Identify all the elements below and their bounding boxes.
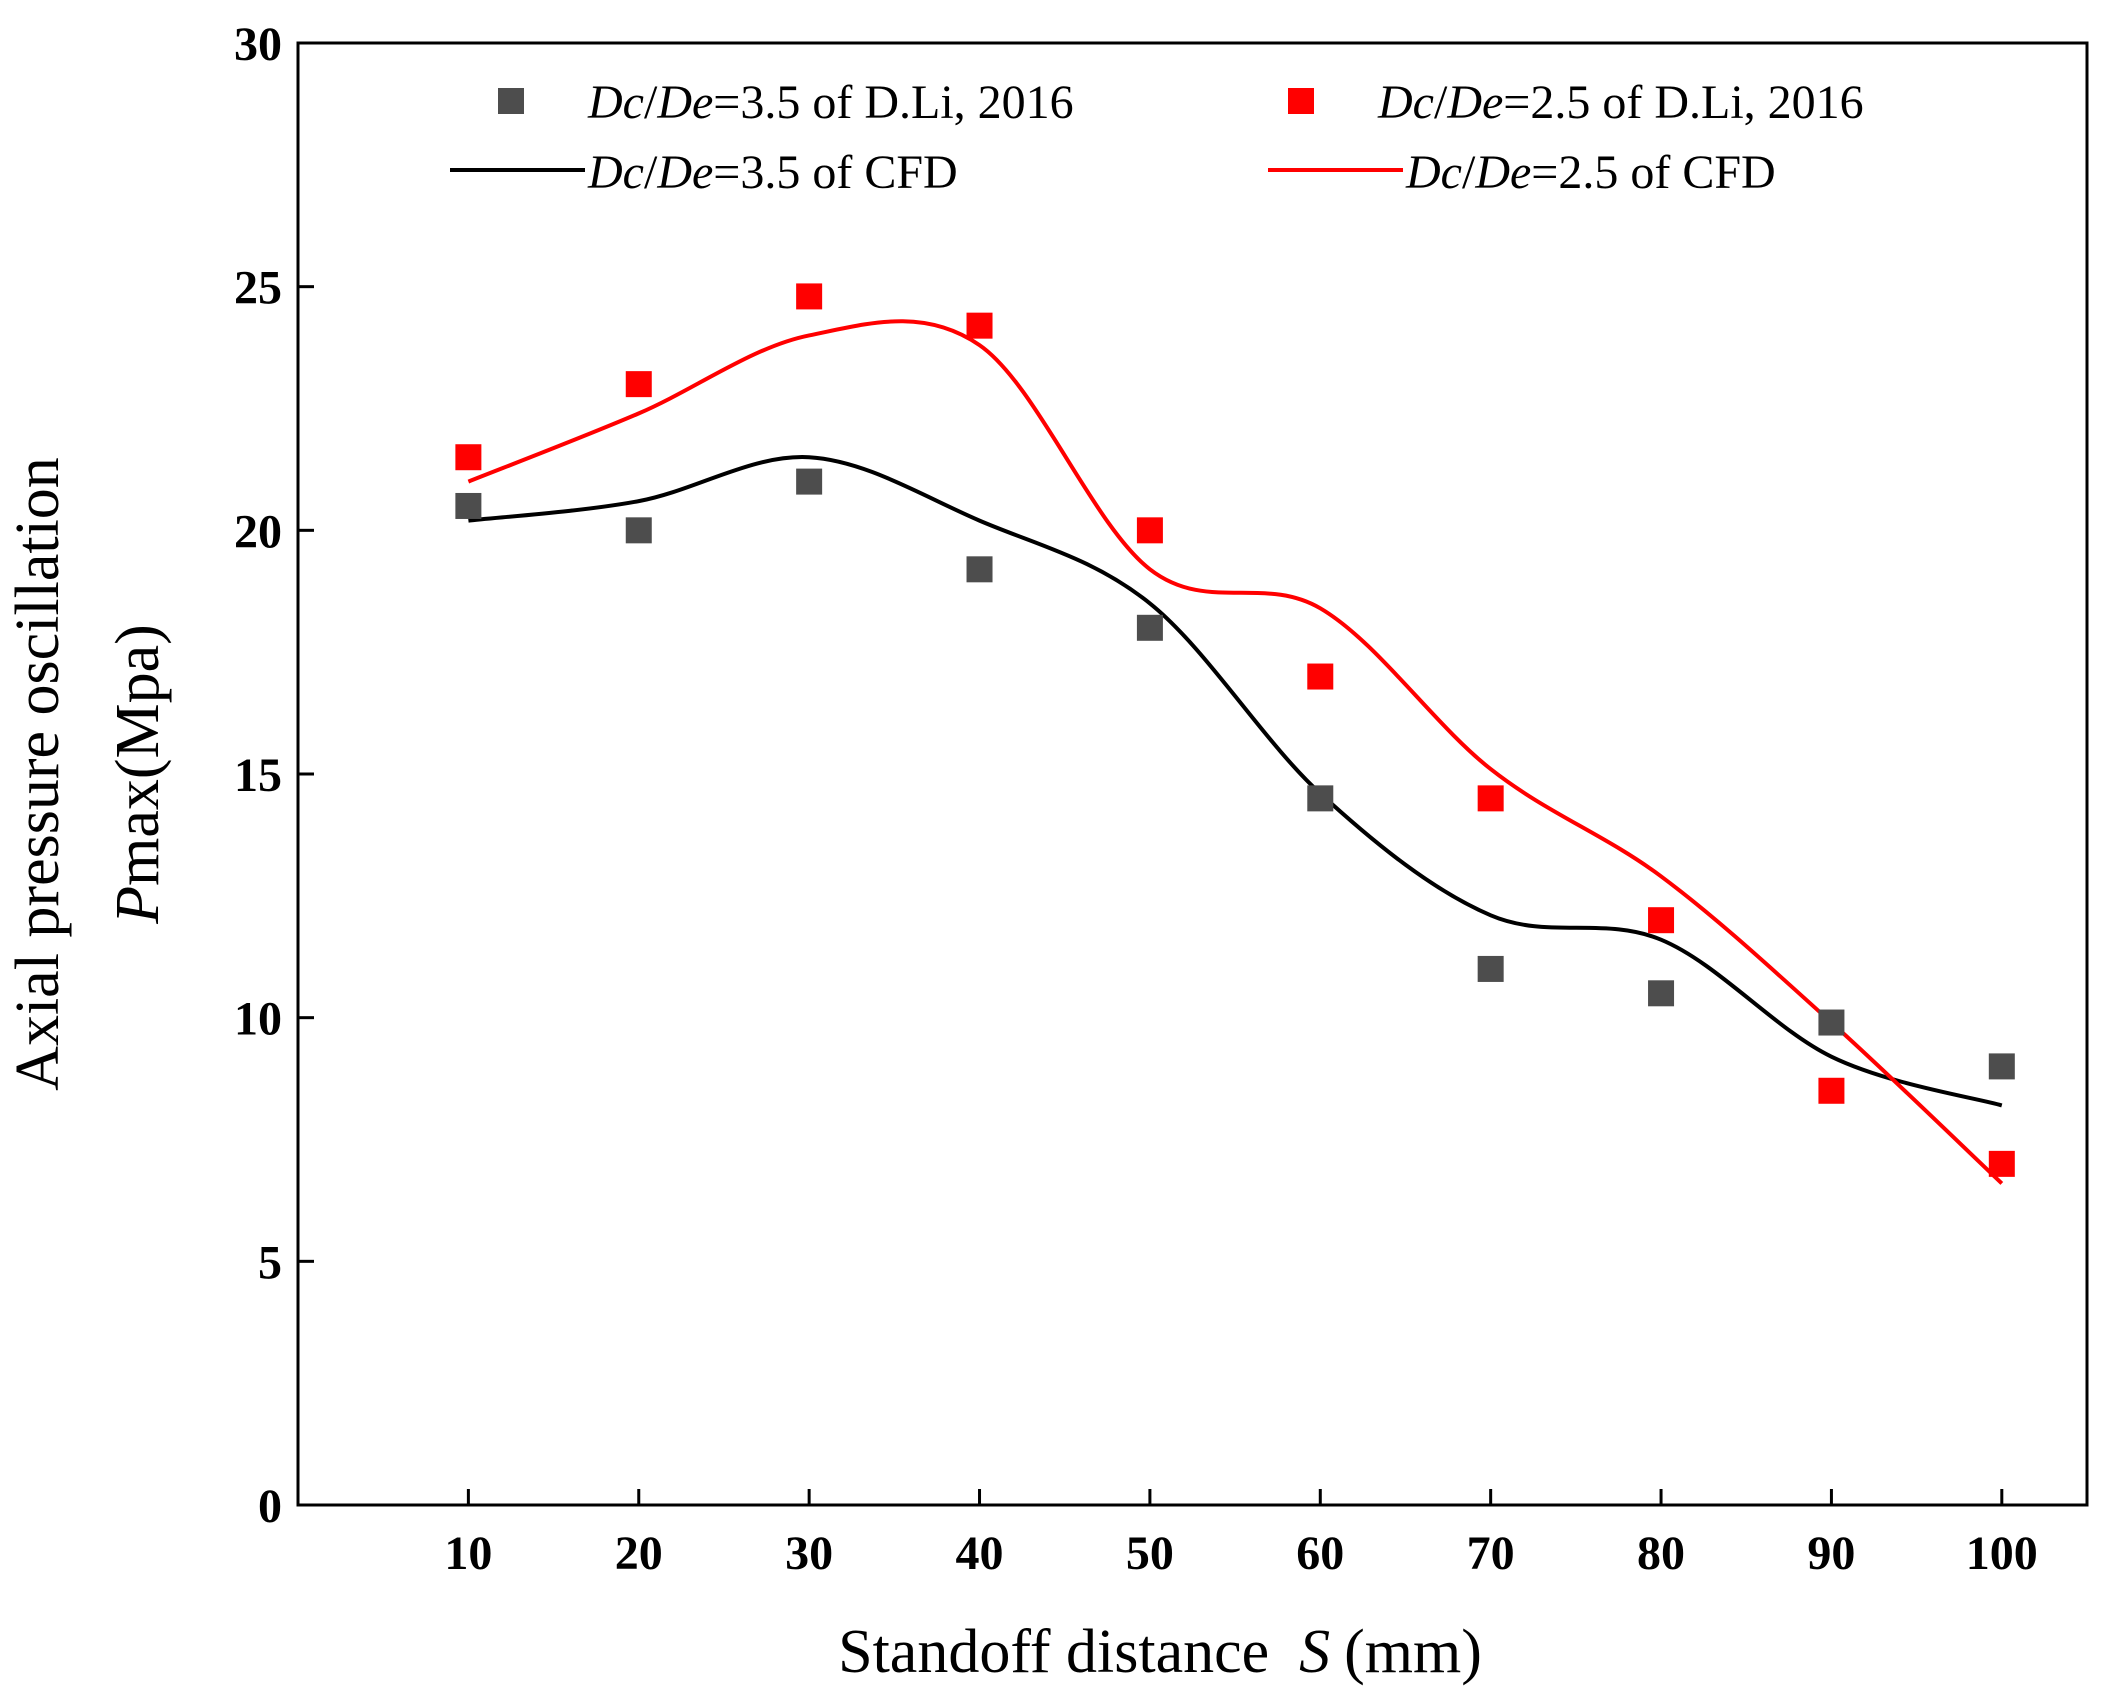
legend: Dc/De=3.5 of D.Li, 2016 Dc/De=2.5 of D.L…: [450, 76, 1864, 199]
series-1-point: [1648, 907, 1675, 934]
y-axis-title-line1: Axial pressure oscillation: [4, 457, 72, 1091]
legend-label-s3: Dc/De=2.5 of CFD: [1405, 146, 1776, 199]
x-tick-label: 50: [1126, 1527, 1174, 1580]
series-0-point: [455, 492, 482, 519]
series-1-point: [625, 371, 652, 398]
x-tick-label: 20: [615, 1527, 663, 1580]
y-tick-label: 20: [234, 505, 282, 558]
series-1-point: [1136, 517, 1163, 544]
legend-marker-s1: [1288, 88, 1314, 114]
series-1-point: [455, 444, 482, 471]
series-0-point: [1477, 955, 1504, 982]
y-tick-label: 25: [234, 262, 282, 315]
x-tick-label: 40: [956, 1527, 1004, 1580]
legend-label-s2: Dc/De=3.5 of CFD: [587, 146, 958, 199]
series-1-point: [1818, 1077, 1845, 1104]
x-tick-label: 90: [1807, 1527, 1855, 1580]
series-0-point: [1818, 1009, 1845, 1036]
series-0-point: [1136, 614, 1163, 641]
series-0-point: [1648, 980, 1675, 1007]
series-0-point: [966, 556, 993, 583]
series-1-point: [1988, 1150, 2015, 1177]
legend-marker-s0: [498, 88, 524, 114]
y-tick-label: 5: [258, 1236, 282, 1289]
x-tick-label: 60: [1296, 1527, 1344, 1580]
y-tick-label: 30: [234, 18, 282, 71]
x-tick-label: 10: [444, 1527, 492, 1580]
series-0-point: [796, 468, 823, 495]
x-tick-label: 30: [785, 1527, 833, 1580]
y-axis-title: Axial pressure oscillation Pmax(Mpa): [4, 457, 172, 1091]
y-tick-label: 0: [258, 1480, 282, 1533]
y-tick-label: 15: [234, 749, 282, 802]
series-1-point: [796, 283, 823, 310]
axis-ticks: 10 20 30 40 50 60 70 80 90 100 0 5 10 15 20 25 30: [234, 18, 2038, 1580]
legend-label-s1: Dc/De=2.5 of D.Li, 2016: [1377, 76, 1864, 129]
series-1-point: [1477, 785, 1504, 812]
x-axis-title: Standoff distance S (mm): [838, 1618, 1482, 1686]
legend-label-s0: Dc/De=3.5 of D.Li, 2016: [587, 76, 1074, 129]
series-line-3: [467, 319, 2004, 1185]
series-1-point: [1307, 663, 1334, 690]
series-0-point: [1307, 785, 1334, 812]
plot-area: [455, 283, 2015, 1185]
series-0-point: [625, 517, 652, 544]
y-axis-title-line2: Pmax(Mpa): [104, 624, 172, 925]
y-tick-label: 10: [234, 993, 282, 1046]
x-tick-label: 70: [1467, 1527, 1515, 1580]
series-line-2: [468, 455, 2003, 1108]
x-tick-label: 100: [1966, 1527, 2038, 1580]
x-tick-label: 80: [1637, 1527, 1685, 1580]
series-0-point: [1988, 1053, 2015, 1080]
series-1-point: [966, 312, 993, 339]
